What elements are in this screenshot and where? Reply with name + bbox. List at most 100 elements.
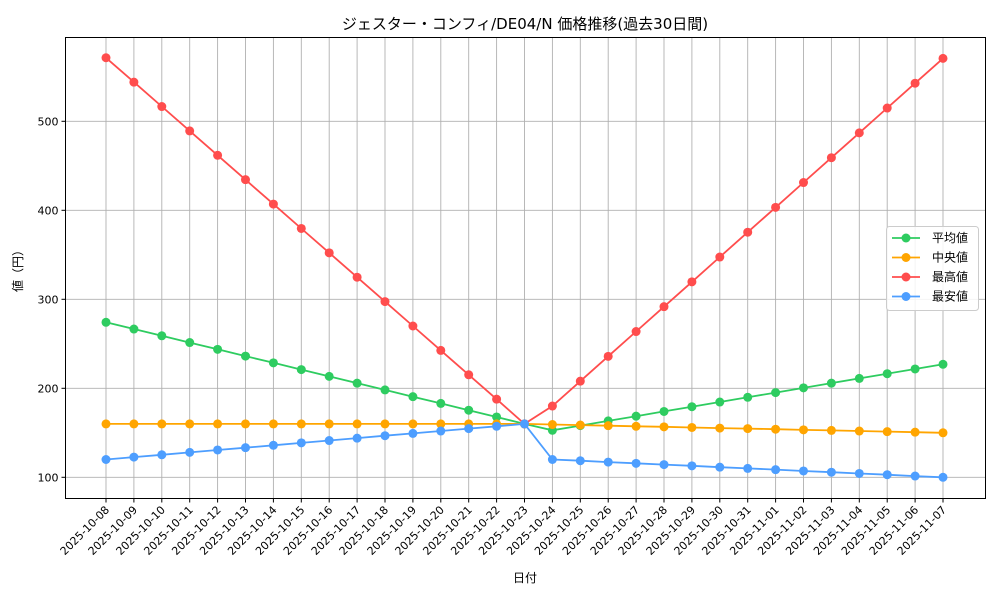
data-point bbox=[129, 419, 139, 429]
data-point bbox=[882, 369, 892, 379]
data-point bbox=[743, 392, 753, 402]
data-point bbox=[687, 422, 697, 432]
x-axis-ticks: 2025-10-082025-10-092025-10-102025-10-11… bbox=[58, 498, 949, 558]
data-point bbox=[129, 324, 139, 334]
data-point bbox=[771, 202, 781, 212]
data-point bbox=[157, 450, 167, 460]
data-point bbox=[408, 419, 418, 429]
legend-label: 最高値 bbox=[932, 269, 968, 284]
data-point bbox=[938, 53, 948, 63]
plot-frame bbox=[65, 37, 986, 499]
data-point bbox=[436, 398, 446, 408]
data-point bbox=[938, 472, 948, 482]
data-point bbox=[575, 376, 585, 386]
data-point bbox=[185, 419, 195, 429]
data-point bbox=[799, 466, 808, 476]
data-point bbox=[631, 327, 641, 337]
chart-title: ジェスター・コンフィ/DE04/N 価格推移(過去30日間) bbox=[342, 15, 708, 33]
data-point bbox=[464, 405, 474, 415]
data-point bbox=[631, 411, 641, 421]
data-point bbox=[631, 458, 641, 468]
data-point bbox=[603, 457, 613, 467]
data-point bbox=[101, 53, 111, 63]
legend-item: 平均値 bbox=[892, 230, 968, 245]
data-point bbox=[938, 428, 948, 438]
data-point bbox=[101, 419, 111, 429]
legend-item: 最安値 bbox=[892, 289, 968, 304]
y-tick-label: 400 bbox=[38, 204, 59, 217]
data-point bbox=[268, 440, 278, 450]
data-point bbox=[575, 456, 585, 466]
data-point bbox=[268, 199, 278, 209]
data-point bbox=[520, 419, 529, 429]
data-point bbox=[882, 470, 892, 480]
y-tick-label: 500 bbox=[38, 115, 59, 128]
data-point bbox=[213, 150, 223, 160]
data-point bbox=[324, 419, 334, 429]
legend-label: 最安値 bbox=[932, 289, 968, 304]
data-point bbox=[659, 302, 669, 312]
data-point bbox=[324, 371, 334, 381]
data-point bbox=[547, 455, 557, 464]
data-point bbox=[743, 424, 753, 434]
y-axis-ticks: 100 200 300 400 500 bbox=[38, 115, 66, 484]
data-point bbox=[324, 436, 334, 446]
data-point bbox=[771, 388, 781, 398]
legend-item: 最高値 bbox=[892, 269, 968, 284]
legend-marker-icon bbox=[901, 253, 911, 262]
data-point bbox=[492, 421, 502, 431]
data-point bbox=[854, 373, 864, 383]
data-point bbox=[743, 227, 753, 237]
data-point bbox=[157, 419, 167, 429]
data-point bbox=[799, 425, 808, 435]
data-point bbox=[296, 419, 306, 429]
data-point bbox=[129, 452, 139, 462]
data-point bbox=[268, 358, 278, 368]
data-point bbox=[380, 385, 390, 395]
data-point bbox=[352, 433, 362, 443]
data-point bbox=[380, 297, 390, 307]
data-point bbox=[603, 421, 613, 431]
data-point bbox=[213, 419, 223, 429]
data-point bbox=[380, 419, 390, 429]
data-point bbox=[603, 351, 613, 361]
data-point bbox=[408, 392, 418, 402]
x-axis-label: 日付 bbox=[513, 571, 537, 585]
grid-lines bbox=[65, 37, 986, 499]
data-point bbox=[408, 428, 418, 438]
data-point bbox=[296, 223, 306, 233]
data-point bbox=[799, 383, 808, 393]
data-point bbox=[185, 126, 195, 136]
legend-marker-icon bbox=[901, 272, 911, 282]
data-point bbox=[659, 406, 669, 416]
data-point bbox=[296, 438, 306, 448]
series-1 bbox=[101, 419, 948, 438]
data-point bbox=[213, 445, 223, 455]
data-point bbox=[659, 422, 669, 432]
data-point bbox=[352, 272, 362, 282]
data-point bbox=[464, 370, 474, 380]
data-point bbox=[241, 351, 250, 361]
data-point bbox=[771, 465, 781, 475]
data-point bbox=[547, 401, 557, 411]
data-point bbox=[380, 431, 390, 441]
legend-box bbox=[886, 226, 979, 311]
data-point bbox=[157, 102, 167, 112]
data-point bbox=[408, 321, 418, 331]
data-point bbox=[882, 427, 892, 437]
data-point bbox=[492, 412, 502, 422]
data-point bbox=[854, 128, 864, 138]
data-point bbox=[547, 420, 557, 430]
data-point bbox=[241, 175, 250, 185]
series-3 bbox=[101, 419, 948, 482]
data-series bbox=[101, 53, 948, 482]
data-point bbox=[687, 402, 697, 412]
data-point bbox=[910, 471, 920, 481]
data-point bbox=[185, 338, 195, 348]
legend-marker-icon bbox=[901, 292, 911, 301]
legend-label: 平均値 bbox=[932, 230, 968, 245]
data-point bbox=[101, 317, 111, 327]
